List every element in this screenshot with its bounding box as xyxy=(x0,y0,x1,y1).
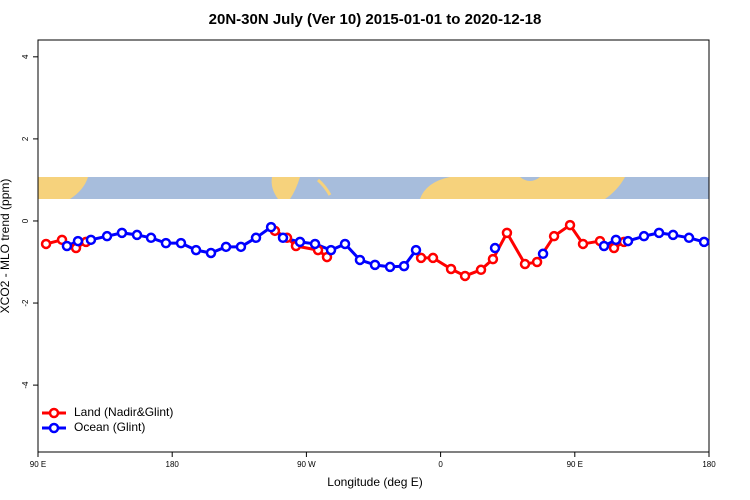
data-point xyxy=(309,238,321,250)
data-point xyxy=(294,236,306,248)
data-point xyxy=(475,264,487,276)
data-point xyxy=(638,230,650,242)
data-point xyxy=(61,240,73,252)
data-point xyxy=(145,232,157,244)
data-point xyxy=(101,230,113,242)
map-strip xyxy=(38,177,709,199)
data-point xyxy=(175,237,187,249)
data-point xyxy=(698,236,710,248)
data-point xyxy=(415,252,427,264)
data-point xyxy=(220,241,232,253)
data-point xyxy=(40,238,52,250)
y-tick-label: -2 xyxy=(21,299,30,307)
data-point xyxy=(410,244,422,256)
legend-marker xyxy=(48,407,60,419)
data-point xyxy=(384,261,396,273)
data-point xyxy=(339,238,351,250)
y-tick-label: 4 xyxy=(21,54,30,59)
data-point xyxy=(501,227,513,239)
data-point xyxy=(487,253,499,265)
plot-frame xyxy=(37,39,710,453)
legend-label: Ocean (Glint) xyxy=(74,420,145,434)
data-point xyxy=(577,238,589,250)
chart-title: 20N-30N July (Ver 10) 2015-01-01 to 2020… xyxy=(209,11,542,28)
data-point xyxy=(277,232,289,244)
x-axis-label: Longitude (deg E) xyxy=(327,475,422,489)
data-point xyxy=(445,263,457,275)
data-point xyxy=(398,260,410,272)
data-point xyxy=(564,219,576,231)
data-point xyxy=(683,232,695,244)
data-point xyxy=(131,229,143,241)
data-point xyxy=(667,229,679,241)
data-point xyxy=(531,256,543,268)
data-point xyxy=(598,240,610,252)
x-tick-label: 90 W xyxy=(297,460,316,469)
data-point xyxy=(610,234,622,246)
data-point xyxy=(489,242,501,254)
x-tick-label: 90 E xyxy=(567,460,583,469)
data-point xyxy=(85,234,97,246)
y-tick-label: 2 xyxy=(21,136,30,141)
legend-label: Land (Nadir&Glint) xyxy=(74,405,173,419)
data-point xyxy=(250,232,262,244)
legend-marker xyxy=(48,422,60,434)
data-point xyxy=(369,259,381,271)
data-point xyxy=(427,252,439,264)
x-tick-label: 180 xyxy=(702,460,716,469)
data-point xyxy=(653,227,665,239)
data-point xyxy=(354,254,366,266)
data-point xyxy=(205,247,217,259)
data-point xyxy=(72,235,84,247)
data-point xyxy=(519,258,531,270)
x-tick-label: 180 xyxy=(166,460,180,469)
data-point xyxy=(160,237,172,249)
data-point xyxy=(608,242,620,254)
y-axis-label: XCO2 - MLO trend (ppm) xyxy=(0,179,12,314)
data-point xyxy=(190,244,202,256)
y-tick-label: -4 xyxy=(21,381,30,389)
y-tick-label: 0 xyxy=(21,218,30,223)
x-tick-label: 90 E xyxy=(30,460,46,469)
x-tick-label: 0 xyxy=(438,460,443,469)
data-point xyxy=(116,227,128,239)
data-point xyxy=(235,241,247,253)
data-point xyxy=(622,235,634,247)
data-point xyxy=(459,270,471,282)
data-point xyxy=(548,230,560,242)
data-point xyxy=(537,248,549,260)
data-point xyxy=(265,221,277,233)
data-point xyxy=(325,244,337,256)
